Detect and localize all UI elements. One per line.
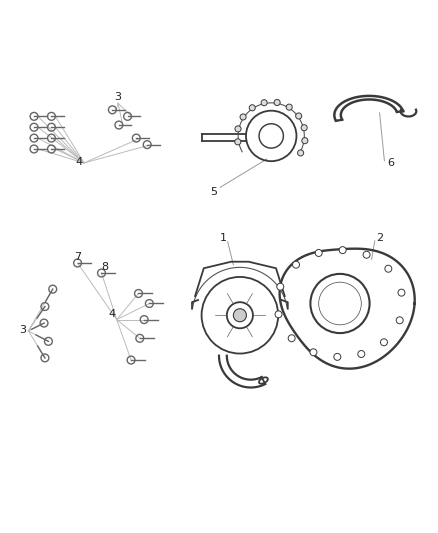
Circle shape — [396, 317, 403, 324]
Circle shape — [274, 100, 280, 106]
Text: 8: 8 — [102, 262, 109, 271]
Circle shape — [240, 114, 246, 120]
Circle shape — [288, 335, 295, 342]
Circle shape — [363, 251, 370, 258]
Text: 6: 6 — [388, 158, 394, 168]
Text: 1: 1 — [220, 233, 227, 243]
Circle shape — [385, 265, 392, 272]
Circle shape — [296, 113, 302, 119]
Circle shape — [310, 349, 317, 356]
Circle shape — [261, 100, 267, 106]
Circle shape — [235, 126, 241, 132]
Circle shape — [334, 353, 341, 360]
Text: 3: 3 — [114, 92, 121, 102]
Circle shape — [233, 309, 247, 322]
Circle shape — [301, 125, 307, 131]
Text: 2: 2 — [377, 233, 384, 243]
Circle shape — [315, 249, 322, 256]
Circle shape — [277, 283, 284, 290]
Text: 4: 4 — [109, 309, 116, 319]
Text: 5: 5 — [210, 187, 217, 197]
Circle shape — [297, 150, 304, 156]
Circle shape — [235, 139, 241, 145]
Text: 3: 3 — [20, 325, 27, 335]
Circle shape — [358, 351, 365, 358]
Circle shape — [381, 339, 388, 346]
Circle shape — [302, 138, 308, 144]
Circle shape — [398, 289, 405, 296]
Text: 7: 7 — [74, 252, 81, 262]
Circle shape — [293, 261, 300, 268]
Circle shape — [339, 247, 346, 254]
Circle shape — [249, 105, 255, 111]
Text: 4: 4 — [75, 157, 82, 167]
Circle shape — [275, 311, 282, 318]
Circle shape — [286, 104, 292, 110]
